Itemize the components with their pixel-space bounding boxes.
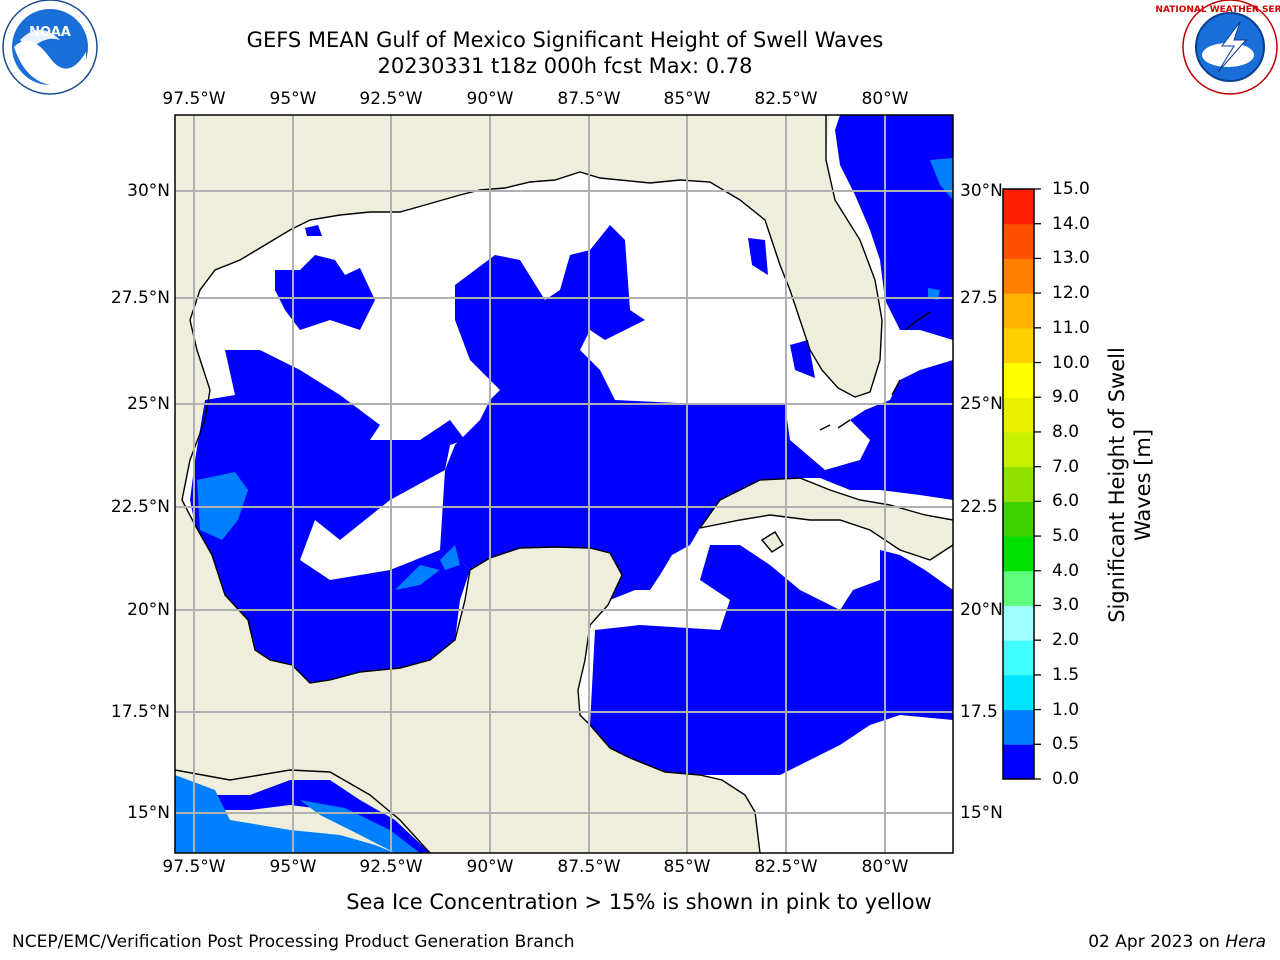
lat-label: 22.5°N xyxy=(110,497,170,517)
colorbar-tick-label: 11.0 xyxy=(1052,317,1090,338)
lat-label: 15°N xyxy=(127,803,170,823)
lat-label: 15°N xyxy=(960,803,1003,823)
lon-label: 87.5°W xyxy=(557,89,621,109)
sea-ice-note: Sea Ice Concentration > 15% is shown in … xyxy=(0,890,1280,914)
lon-label: 95°W xyxy=(269,857,317,877)
coastline xyxy=(175,115,953,853)
lat-label: 30°N xyxy=(127,181,170,201)
footer-date: 02 Apr 2023 on Hera xyxy=(1088,932,1266,952)
lon-label: 97.5°W xyxy=(162,89,226,109)
footer-date-text: 02 Apr 2023 on xyxy=(1088,932,1226,952)
swell-0.0-0.5 xyxy=(190,115,953,853)
lon-label: 85°W xyxy=(663,857,711,877)
colorbar xyxy=(1002,188,1041,780)
colorbar-title-line1: Significant Height of Swell xyxy=(1105,347,1129,623)
chart-title: GEFS MEAN Gulf of Mexico Significant Hei… xyxy=(246,28,884,52)
colorbar-segment xyxy=(1003,709,1034,745)
colorbar-tick-label: 7.0 xyxy=(1052,456,1080,477)
lon-label: 90°W xyxy=(466,89,514,109)
colorbar-tick-label: 12.0 xyxy=(1052,283,1090,304)
nws-logo-text: NATIONAL WEATHER SERVICE xyxy=(1155,5,1280,15)
map-area xyxy=(174,114,954,854)
colorbar-tick-label: 15.0 xyxy=(1052,179,1090,199)
nws-logo: NATIONAL WEATHER SERVICE xyxy=(1155,0,1280,95)
colorbar-segment xyxy=(1003,466,1034,502)
sea-ice-note-text: Sea Ice Concentration > 15% is shown in … xyxy=(346,890,932,914)
graticule xyxy=(175,115,953,853)
colorbar-segment xyxy=(1003,258,1034,294)
colorbar-segment xyxy=(1003,397,1034,433)
lon-label: 85°W xyxy=(663,89,711,109)
lat-label: 22.5 xyxy=(960,497,998,517)
colorbar-tick-label: 0.5 xyxy=(1052,734,1080,755)
colorbar-tick-label: 4.0 xyxy=(1052,560,1080,581)
colorbar-segment xyxy=(1003,293,1034,329)
lon-label: 95°W xyxy=(269,89,317,109)
colorbar-segment xyxy=(1003,431,1034,468)
colorbar-title-line2: Waves [m] xyxy=(1131,428,1155,542)
lat-label: 17.5°N xyxy=(110,702,170,722)
lon-label: 92.5°W xyxy=(359,857,423,877)
colorbar-tick-label: 3.0 xyxy=(1052,595,1080,616)
colorbar-segment xyxy=(1003,189,1034,225)
colorbar-tick-label: 0.0 xyxy=(1052,769,1080,789)
lon-label: 87.5°W xyxy=(557,857,621,877)
colorbar-tick-label: 14.0 xyxy=(1052,213,1090,234)
colorbar-tick-label: 1.5 xyxy=(1052,664,1080,685)
noaa-logo: NOAA xyxy=(2,0,98,95)
colorbar-segment xyxy=(1003,605,1034,641)
lat-label: 20°N xyxy=(127,600,170,620)
lat-label: 17.5 xyxy=(960,702,998,722)
chart-subtitle: 20230331 t18z 000h fcst Max: 0.78 xyxy=(377,54,753,78)
lon-label: 90°W xyxy=(466,857,514,877)
footer-machine: Hera xyxy=(1225,932,1266,952)
colorbar-tick-label: 6.0 xyxy=(1052,491,1080,512)
colorbar-segment xyxy=(1003,536,1034,572)
colorbar-segment xyxy=(1003,570,1034,606)
lon-label: 97.5°W xyxy=(162,857,226,877)
lon-label: 82.5°W xyxy=(754,857,818,877)
colorbar-segment xyxy=(1003,362,1034,398)
lat-label: 30°N xyxy=(960,181,1003,201)
lon-label: 82.5°W xyxy=(754,89,818,109)
colorbar-segment xyxy=(1003,327,1034,364)
lat-label: 20°N xyxy=(960,600,1003,620)
colorbar-tick-label: 8.0 xyxy=(1052,421,1080,442)
colorbar-tick-label: 9.0 xyxy=(1052,387,1080,408)
colorbar-segment xyxy=(1003,223,1034,259)
lat-label: 25°N xyxy=(960,394,1003,414)
colorbar-tick-label: 5.0 xyxy=(1052,526,1080,547)
lon-label: 92.5°W xyxy=(359,89,423,109)
colorbar-segment xyxy=(1003,501,1034,537)
colorbar-segment xyxy=(1003,744,1034,780)
colorbar-tick-label: 10.0 xyxy=(1052,352,1090,373)
lat-label: 27.5 xyxy=(960,288,998,308)
lon-label: 80°W xyxy=(861,89,909,109)
colorbar-tick-label: 2.0 xyxy=(1052,630,1080,651)
lat-label: 27.5°N xyxy=(110,288,170,308)
colorbar-title: Significant Height of Swell Waves [m] xyxy=(1104,347,1156,623)
noaa-logo-text: NOAA xyxy=(29,25,71,40)
footer-credit: NCEP/EMC/Verification Post Processing Pr… xyxy=(12,932,575,952)
lon-label: 80°W xyxy=(861,857,909,877)
lat-label: 25°N xyxy=(127,394,170,414)
colorbar-segment xyxy=(1003,640,1034,676)
colorbar-segment xyxy=(1003,674,1034,711)
colorbar-tick-label: 13.0 xyxy=(1052,248,1090,269)
colorbar-tick-label: 1.0 xyxy=(1052,699,1080,720)
